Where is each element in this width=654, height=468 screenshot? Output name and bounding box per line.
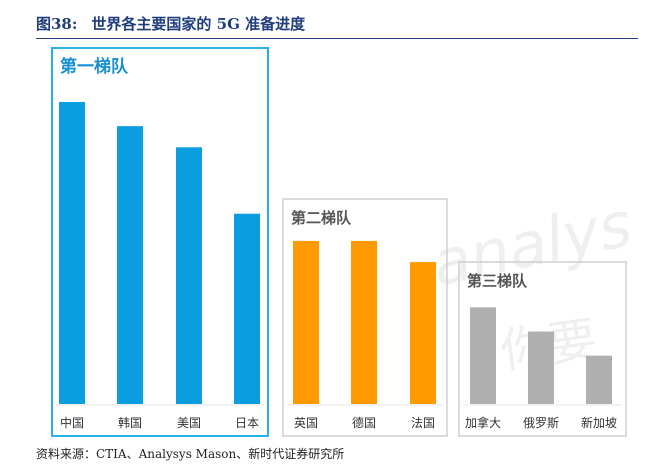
bar-英国 xyxy=(293,240,319,404)
figure-title: 图38: 世界各主要国家的 5G 准备进度 xyxy=(36,13,305,34)
category-label: 英国 xyxy=(294,416,318,430)
category-label: 加拿大 xyxy=(465,415,501,430)
bar-韩国 xyxy=(117,126,143,404)
watermark-logo-text: analys xyxy=(426,187,638,300)
tier-label-2: 第二梯队 xyxy=(291,209,352,227)
source-note: 资料来源：CTIA、Analysys Mason、新时代证券研究所 xyxy=(36,447,345,461)
tier-label-1: 第一梯队 xyxy=(60,56,129,77)
bar-德国 xyxy=(351,240,377,404)
category-label: 中国 xyxy=(60,415,84,430)
bar-新加坡 xyxy=(586,355,612,404)
category-label: 俄罗斯 xyxy=(523,416,559,430)
tier-box-1 xyxy=(51,47,269,437)
bar-加拿大 xyxy=(470,307,496,404)
bar-中国 xyxy=(59,102,85,404)
figure-title-text: 世界各主要国家的 5G 准备进度 xyxy=(91,15,306,33)
category-label: 德国 xyxy=(352,415,376,430)
category-label: 美国 xyxy=(177,416,201,430)
tier-box-2 xyxy=(282,198,448,437)
bar-法国 xyxy=(410,262,436,404)
tier-label-3: 第三梯队 xyxy=(467,272,528,290)
category-label: 日本 xyxy=(235,416,259,430)
bar-日本 xyxy=(234,213,260,404)
category-label: 新加坡 xyxy=(581,415,617,430)
bar-美国 xyxy=(176,147,202,405)
title-rule xyxy=(36,38,638,39)
category-label: 韩国 xyxy=(118,415,142,430)
bar-俄罗斯 xyxy=(528,331,554,404)
tier-box-3 xyxy=(458,261,627,437)
category-label: 法国 xyxy=(411,416,435,430)
figure-number: 图38: xyxy=(36,15,78,33)
